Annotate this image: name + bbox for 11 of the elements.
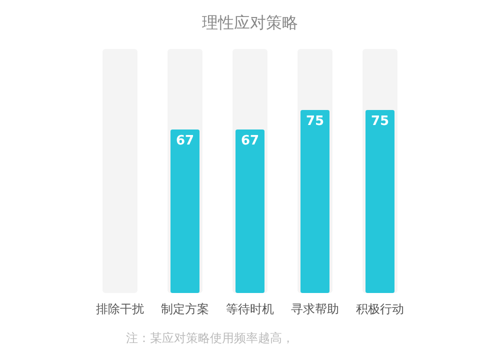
x-tick-label: 制定方案 xyxy=(161,302,209,316)
x-tick-label: 等待时机 xyxy=(226,302,274,316)
chart-title: 理性应对策略 xyxy=(202,13,298,32)
text: 注：某应对策略使用频率越高， xyxy=(126,331,294,345)
data-label: 75 xyxy=(370,114,390,129)
x-tick-label: 排除干扰 xyxy=(96,302,144,316)
x-tick-label: 寻求帮助 xyxy=(291,302,339,316)
data-label: 75 xyxy=(306,114,324,129)
x-tick-label: 积极行动 xyxy=(356,302,404,316)
data-label: 67 xyxy=(240,134,260,149)
data-label: 67 xyxy=(176,134,194,149)
